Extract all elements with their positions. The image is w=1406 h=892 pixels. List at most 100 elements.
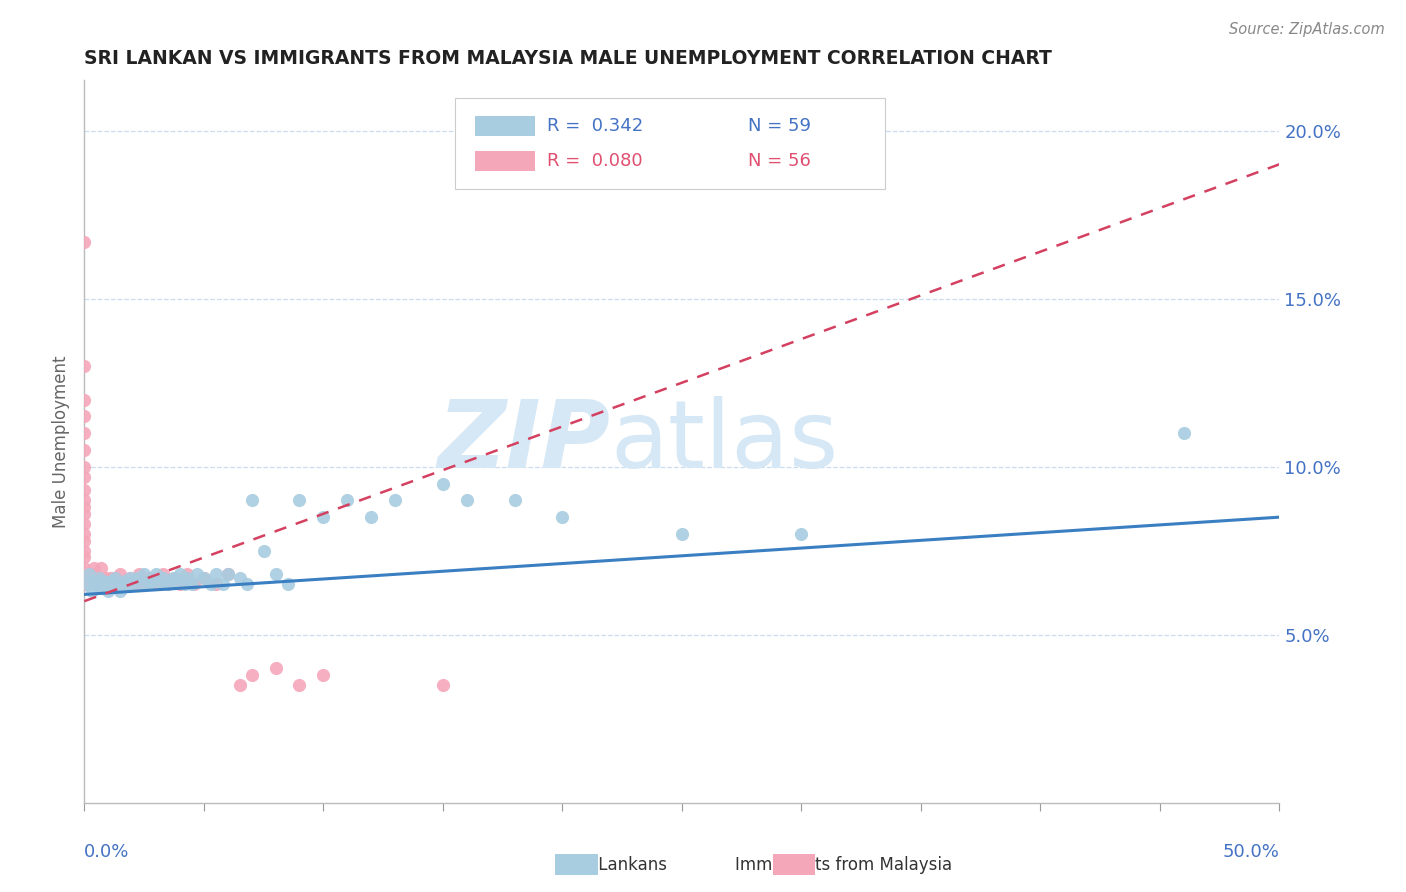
Point: [186, 567, 208, 582]
Point: [205, 567, 228, 582]
Point: [101, 577, 124, 591]
Point: [87, 571, 110, 585]
Point: [277, 577, 299, 591]
Point: [456, 493, 478, 508]
Point: [671, 527, 693, 541]
Point: [124, 577, 146, 591]
Point: [86, 577, 108, 591]
Point: [90, 560, 112, 574]
Point: [118, 571, 141, 585]
Point: [77, 567, 100, 582]
Text: R =  0.080: R = 0.080: [547, 153, 643, 170]
Point: [87, 571, 110, 585]
Point: [80, 584, 103, 599]
Point: [157, 577, 180, 591]
FancyBboxPatch shape: [456, 98, 886, 189]
Point: [93, 574, 115, 588]
Point: [217, 567, 239, 582]
Point: [432, 476, 454, 491]
Point: [145, 567, 167, 582]
Point: [73, 483, 96, 498]
Point: [165, 571, 187, 585]
Point: [132, 567, 156, 582]
Point: [336, 493, 359, 508]
Text: Source: ZipAtlas.com: Source: ZipAtlas.com: [1229, 22, 1385, 37]
Point: [149, 577, 172, 591]
Point: [152, 571, 174, 585]
Point: [181, 577, 204, 591]
Point: [432, 678, 454, 692]
Point: [162, 571, 184, 585]
Point: [73, 533, 96, 548]
Point: [73, 571, 96, 585]
Point: [240, 493, 263, 508]
Point: [312, 510, 335, 524]
Point: [205, 577, 228, 591]
Text: SRI LANKAN VS IMMIGRANTS FROM MALAYSIA MALE UNEMPLOYMENT CORRELATION CHART: SRI LANKAN VS IMMIGRANTS FROM MALAYSIA M…: [84, 48, 1052, 68]
Point: [288, 493, 311, 508]
Text: Immigrants from Malaysia: Immigrants from Malaysia: [735, 856, 952, 874]
Point: [236, 577, 259, 591]
Point: [100, 571, 122, 585]
Point: [264, 661, 287, 675]
Point: [73, 442, 96, 457]
Point: [73, 560, 96, 574]
Point: [138, 577, 160, 591]
Point: [200, 577, 222, 591]
Point: [107, 577, 129, 591]
Point: [217, 567, 239, 582]
Text: 50.0%: 50.0%: [1223, 843, 1279, 861]
Point: [94, 571, 117, 585]
Point: [80, 567, 103, 582]
FancyBboxPatch shape: [475, 151, 534, 171]
Point: [104, 571, 127, 585]
Point: [288, 678, 311, 692]
Point: [73, 493, 96, 508]
Point: [86, 577, 108, 591]
Point: [193, 571, 215, 585]
Point: [1173, 426, 1195, 441]
Point: [165, 574, 187, 588]
Point: [125, 571, 148, 585]
Text: atlas: atlas: [610, 395, 838, 488]
Point: [176, 571, 198, 585]
Point: [73, 235, 96, 249]
Point: [176, 567, 198, 582]
Text: R =  0.342: R = 0.342: [547, 117, 643, 135]
Point: [503, 493, 526, 508]
Point: [183, 577, 205, 591]
Point: [73, 392, 96, 407]
Point: [76, 577, 98, 591]
Point: [384, 493, 406, 508]
Point: [73, 409, 96, 424]
Point: [169, 567, 191, 582]
Point: [83, 574, 105, 588]
Text: N = 59: N = 59: [748, 117, 811, 135]
Point: [253, 543, 276, 558]
Point: [264, 567, 287, 582]
Point: [73, 516, 96, 531]
Point: [173, 577, 195, 591]
Point: [551, 510, 574, 524]
Point: [73, 550, 96, 565]
Point: [240, 668, 263, 682]
Point: [90, 581, 112, 595]
Point: [117, 577, 139, 591]
Point: [83, 560, 105, 574]
FancyBboxPatch shape: [475, 116, 534, 136]
Point: [141, 574, 163, 588]
Point: [121, 577, 143, 591]
Point: [152, 567, 174, 582]
Point: [790, 527, 813, 541]
Point: [145, 577, 167, 591]
Point: [128, 567, 150, 582]
Point: [229, 678, 252, 692]
Point: [73, 426, 96, 441]
Point: [157, 577, 180, 591]
Point: [312, 668, 335, 682]
Point: [73, 359, 96, 373]
Point: [212, 577, 235, 591]
Text: ZIP: ZIP: [437, 395, 610, 488]
Point: [100, 574, 122, 588]
Point: [73, 507, 96, 521]
